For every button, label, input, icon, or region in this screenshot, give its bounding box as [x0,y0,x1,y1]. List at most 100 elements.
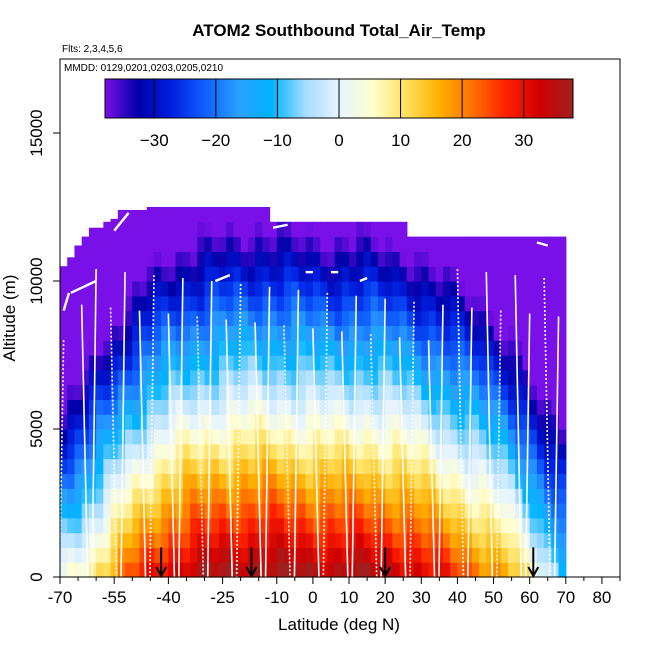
heatmap-cell [67,399,76,415]
heatmap-cell [291,414,300,430]
heatmap-cell [240,429,249,445]
heatmap-cell [284,221,292,238]
heatmap-cell [558,281,567,297]
heatmap-cell [442,266,451,282]
heatmap-cell [67,547,76,563]
heatmap-cell [327,221,336,238]
heatmap-cell [385,266,393,282]
heatmap-cell [385,295,393,312]
heatmap-cell [161,429,169,445]
heatmap-cell [291,325,300,341]
heatmap-cell [117,209,126,223]
heatmap-cell [500,562,509,578]
heatmap-cell [247,503,256,519]
heatmap-cell [479,443,487,460]
heatmap-cell [139,209,148,223]
heatmap-cell [175,207,184,223]
heatmap-cell [240,414,249,430]
heatmap-cell [558,310,567,326]
heatmap-cell [81,517,90,534]
heatmap-cell [298,562,307,578]
heatmap-cell [276,369,285,386]
heatmap-cell [558,295,567,312]
heatmap-cell [88,281,97,297]
heatmap-cell [204,325,213,341]
heatmap-cell [117,310,126,326]
heatmap-cell [392,266,401,282]
heatmap-cell [406,295,415,312]
heatmap-cell [435,325,444,341]
heatmap-cell [428,355,437,371]
heatmap-cell [96,414,104,430]
heatmap-cell [450,414,459,430]
heatmap-cell [442,414,451,430]
heatmap-cell [457,310,466,326]
heatmap-cell [81,384,90,400]
heatmap-cell [341,325,350,341]
heatmap-cell [67,532,76,548]
heatmap-cell [457,355,466,371]
heatmap-cell [305,562,314,578]
heatmap-cell [551,325,560,341]
heatmap-cell [464,325,473,341]
heatmap-cell [146,414,155,430]
heatmap-cell [370,562,379,578]
heatmap-cell [88,355,97,371]
heatmap-cell [247,295,256,312]
heatmap-cell [356,562,365,578]
heatmap-cell [240,458,249,474]
heatmap-cell [110,310,119,326]
heatmap-cell [435,236,444,252]
heatmap-cell [218,488,227,504]
heatmap-cell [291,369,300,386]
heatmap-cell [421,532,430,548]
heatmap-cell [161,236,169,252]
heatmap-cell [312,399,321,415]
heatmap-cell [305,266,314,282]
heatmap-cell [551,429,560,445]
heatmap-cell [370,281,379,297]
heatmap-cell [471,488,480,504]
heatmap-cell [558,488,567,504]
heatmap-cell [211,443,220,460]
heatmap-cell [356,414,365,430]
heatmap-cell [414,458,422,474]
heatmap-cell [204,399,213,415]
heatmap-cell [247,532,256,548]
heatmap-cell [349,325,357,341]
heatmap-cell [356,473,365,489]
heatmap-cell [88,429,97,445]
heatmap-cell [399,547,408,563]
heatmap-cell [522,325,531,341]
heatmap-cell [110,399,119,415]
heatmap-cell [385,429,393,445]
x-tick-label: 20 [376,588,395,607]
heatmap-cell [269,310,278,326]
heatmap-cell [529,488,538,504]
heatmap-cell [341,221,350,238]
heatmap-cell [262,429,271,445]
heatmap-cell [327,340,336,356]
flight-profile-line [235,283,242,578]
heatmap-cell [233,547,242,563]
flight-profile-line [225,319,233,578]
heatmap-cell [363,295,372,312]
heatmap-cell [529,266,538,282]
heatmap-cell [356,503,365,519]
heatmap-cell [211,266,220,282]
heatmap-cell [218,281,227,297]
heatmap-cell [508,429,516,445]
heatmap-cell [153,384,162,400]
heatmap-cell [168,251,177,267]
heatmap-cell [515,399,524,415]
heatmap-cell [240,532,249,548]
heatmap-cell [406,340,415,356]
heatmap-cell [370,310,379,326]
colorbar-tick-label: 10 [391,131,410,150]
heatmap-cell [479,399,487,415]
heatmap-cell [435,414,444,430]
heatmap-cell [125,488,133,504]
heatmap-cell [421,355,430,371]
heatmap-cell [88,443,97,460]
heatmap-cell [74,245,83,252]
